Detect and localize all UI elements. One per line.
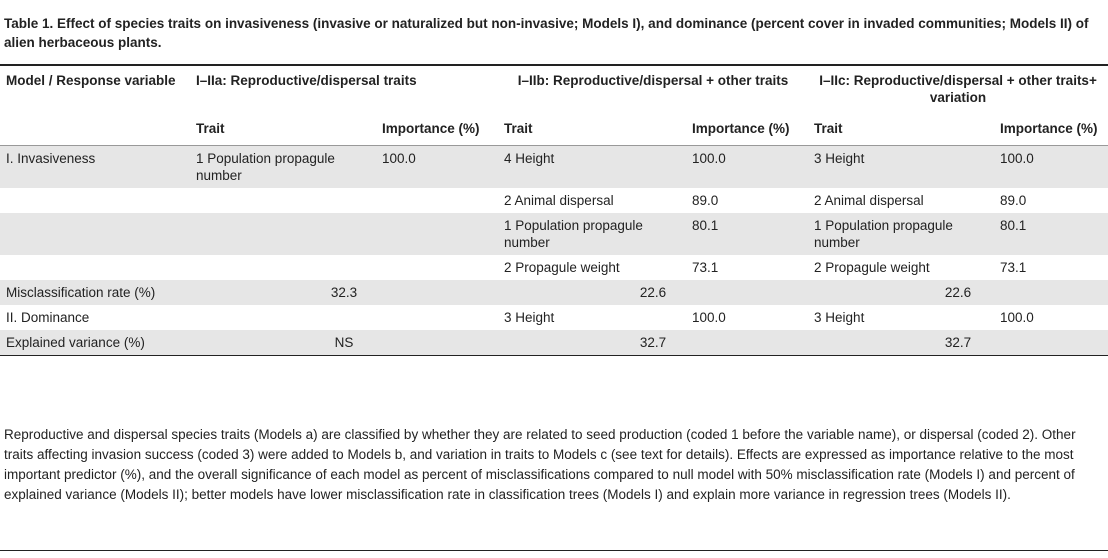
table-footnote: Reproductive and dispersal species trait…: [4, 427, 1076, 502]
cell-trait-c: 3 Height: [808, 145, 995, 188]
data-table: Model / Response variable I–IIa: Reprodu…: [0, 64, 1108, 356]
cell-importance-b: 73.1: [692, 260, 719, 275]
table-row-invasiveness-2: 2 Animal dispersal 89.0 2 Animal dispers…: [0, 188, 1108, 213]
cell-trait-b: 3 Height: [504, 310, 555, 325]
cell-misclass-b: 22.6: [498, 280, 809, 305]
cell-trait-c: 2 Propagule weight: [814, 260, 930, 275]
cell-misclass-a: 32.3: [190, 280, 499, 305]
cell-importance-c: 100.0: [1000, 310, 1034, 325]
header-trait-a: Trait: [190, 116, 376, 146]
cell-explained-c: 32.7: [808, 330, 1108, 356]
bottom-rule: [0, 550, 1108, 551]
cell-trait-b: 4 Height: [498, 145, 687, 188]
header-importance-b: Importance (%): [686, 116, 809, 146]
table-row-invasiveness-4: 2 Propagule weight 73.1 2 Propagule weig…: [0, 255, 1108, 280]
table-row-dominance: II. Dominance 3 Height 100.0 3 Height 10…: [0, 305, 1108, 330]
header-model-response: Model / Response variable: [0, 64, 190, 116]
header-group-a: I–IIa: Reproductive/dispersal traits: [190, 64, 499, 116]
cell-importance-b: 100.0: [692, 310, 726, 325]
header-trait-c: Trait: [808, 116, 995, 146]
header-trait-b: Trait: [498, 116, 687, 146]
cell-explained-a: NS: [190, 330, 499, 356]
row-label-explained-variance: Explained variance (%): [0, 330, 190, 356]
table-row-invasiveness-1: I. Invasiveness 1 Population propagule n…: [0, 145, 1108, 188]
cell-importance-b: 89.0: [692, 193, 719, 208]
table-caption: Table 1. Effect of species traits on inv…: [4, 16, 1089, 50]
table-row-explained-variance: Explained variance (%) NS 32.7 32.7: [0, 330, 1108, 356]
cell-trait-c: 2 Animal dispersal: [814, 193, 924, 208]
table-row-invasiveness-3: 1 Population propagule number 80.1 1 Pop…: [0, 213, 1108, 255]
cell-importance-c: 80.1: [994, 213, 1108, 255]
cell-importance-c: 73.1: [1000, 260, 1027, 275]
row-label-invasiveness: I. Invasiveness: [0, 145, 190, 188]
cell-importance-c: 89.0: [1000, 193, 1027, 208]
row-label-dominance: II. Dominance: [6, 310, 90, 325]
cell-importance-b: 80.1: [686, 213, 809, 255]
header-importance-a: Importance (%): [376, 116, 499, 146]
row-label-misclassification: Misclassification rate (%): [0, 280, 190, 305]
header-row-columns: Trait Importance (%) Trait Importance (%…: [0, 116, 1108, 146]
cell-trait-c: 3 Height: [814, 310, 865, 325]
cell-trait-a: 1 Population propagule number: [190, 145, 376, 188]
header-row-groups: Model / Response variable I–IIa: Reprodu…: [0, 64, 1108, 116]
cell-trait-b: 2 Propagule weight: [504, 260, 620, 275]
cell-importance-a: 100.0: [376, 145, 499, 188]
cell-trait-b: 2 Animal dispersal: [504, 193, 614, 208]
header-group-b: I–IIb: Reproductive/dispersal + other tr…: [498, 64, 809, 116]
cell-importance-b: 100.0: [686, 145, 809, 188]
cell-trait-b: 1 Population propagule number: [498, 213, 687, 255]
header-empty: [0, 116, 190, 146]
cell-misclass-c: 22.6: [808, 280, 1108, 305]
cell-importance-c: 100.0: [994, 145, 1108, 188]
cell-trait-c: 1 Population propagule number: [808, 213, 995, 255]
cell-explained-b: 32.7: [498, 330, 809, 356]
header-group-c: I–IIc: Reproductive/dispersal + other tr…: [808, 64, 1108, 116]
table-row-misclassification: Misclassification rate (%) 32.3 22.6 22.…: [0, 280, 1108, 305]
header-importance-c: Importance (%): [994, 116, 1108, 146]
